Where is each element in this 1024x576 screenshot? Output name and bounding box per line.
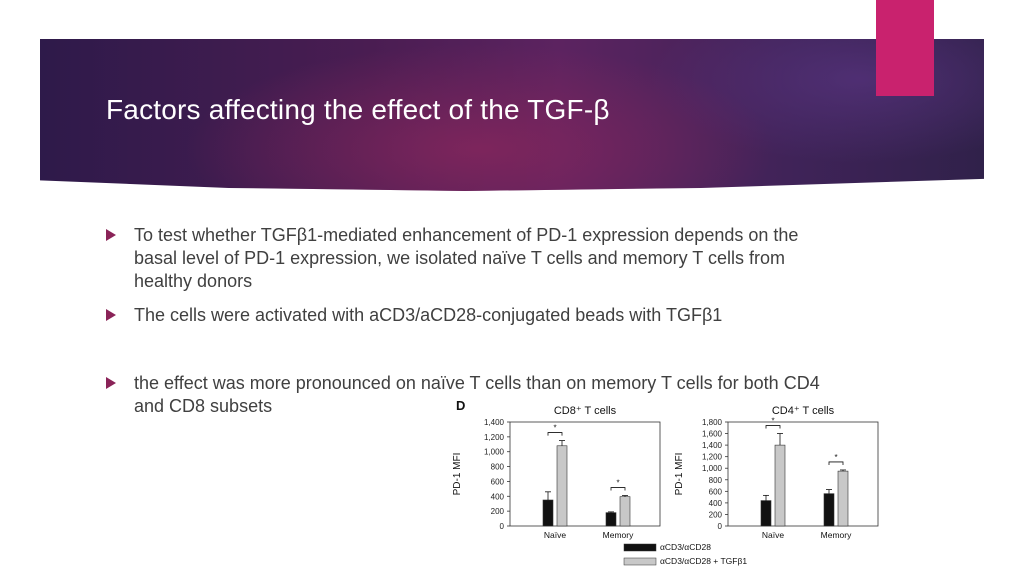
- plot-frame: [509, 421, 661, 527]
- bullet-text: the effect was more pronounced on naïve …: [134, 373, 820, 416]
- y-tick-label: 1,200: [702, 453, 723, 462]
- triangle-bullet-icon: [106, 309, 116, 321]
- legend-swatch: [623, 557, 657, 566]
- bar: [542, 499, 554, 527]
- x-tick-label: Memory: [603, 530, 634, 540]
- significance-star: *: [771, 417, 774, 426]
- significance-star: *: [616, 479, 619, 488]
- bar: [605, 512, 617, 527]
- y-tick-label: 1,400: [702, 441, 723, 450]
- y-tick-label: 800: [491, 463, 505, 472]
- bar: [556, 445, 568, 527]
- triangle-bullet-icon: [106, 229, 116, 241]
- legend-label: αCD3/αCD28: [660, 542, 711, 552]
- chart-title: CD4⁺ T cells: [772, 405, 835, 417]
- y-tick-label: 0: [500, 522, 505, 531]
- accent-tab: [876, 0, 934, 96]
- significance-star: *: [834, 453, 837, 462]
- plot-frame: [727, 421, 879, 527]
- legend-swatch: [623, 543, 657, 552]
- y-tick-label: 400: [709, 499, 723, 508]
- bullet-text: To test whether TGFβ1-mediated enhanceme…: [134, 225, 799, 291]
- y-tick-label: 200: [709, 510, 723, 519]
- y-tick-label: 400: [491, 492, 505, 501]
- triangle-bullet-icon: [106, 377, 116, 389]
- significance-bracket: [610, 487, 626, 491]
- significance-bracket: [828, 461, 844, 465]
- bullet-item: To test whether TGFβ1-mediated enhanceme…: [106, 224, 826, 293]
- slide-title: Factors affecting the effect of the TGF-…: [106, 94, 610, 125]
- chart-title: CD8⁺ T cells: [554, 405, 617, 417]
- pd1-bar-chart-figure: D CD8⁺ T cells 0 200 400 600 800 1,000 1,200 1,4…: [452, 398, 879, 566]
- x-tick-label: Naïve: [544, 530, 566, 540]
- bar: [774, 444, 786, 527]
- panel-letter: D: [456, 398, 465, 413]
- title-banner: [40, 39, 984, 191]
- x-tick-label: Memory: [821, 530, 852, 540]
- y-tick-label: 600: [709, 487, 723, 496]
- bar: [823, 493, 835, 527]
- significance-bracket: [765, 425, 781, 429]
- significance-star: *: [553, 424, 556, 433]
- y-tick-label: 1,000: [484, 448, 505, 457]
- y-tick-label: 1,200: [484, 433, 505, 442]
- legend-label: αCD3/αCD28 + TGFβ1: [660, 556, 747, 566]
- bar: [837, 470, 849, 527]
- y-tick-label: 1,600: [702, 430, 723, 439]
- significance-bracket: [547, 432, 563, 436]
- y-tick-label: 1,800: [702, 418, 723, 427]
- y-axis-label: PD-1 MFI: [674, 453, 685, 496]
- bar: [760, 500, 772, 527]
- bar: [619, 496, 631, 527]
- bullet-item: The cells were activated with aCD3/aCD28…: [106, 304, 722, 327]
- y-tick-label: 600: [491, 477, 505, 486]
- x-tick-label: Naïve: [762, 530, 784, 540]
- y-tick-label: 800: [709, 476, 723, 485]
- y-tick-label: 1,000: [702, 464, 723, 473]
- y-tick-label: 0: [718, 522, 723, 531]
- y-tick-label: 200: [491, 507, 505, 516]
- y-axis-label: PD-1 MFI: [452, 453, 463, 496]
- bullet-item: the effect was more pronounced on naïve …: [106, 372, 826, 418]
- bullet-text: The cells were activated with aCD3/aCD28…: [134, 305, 723, 325]
- y-tick-label: 1,400: [484, 418, 505, 427]
